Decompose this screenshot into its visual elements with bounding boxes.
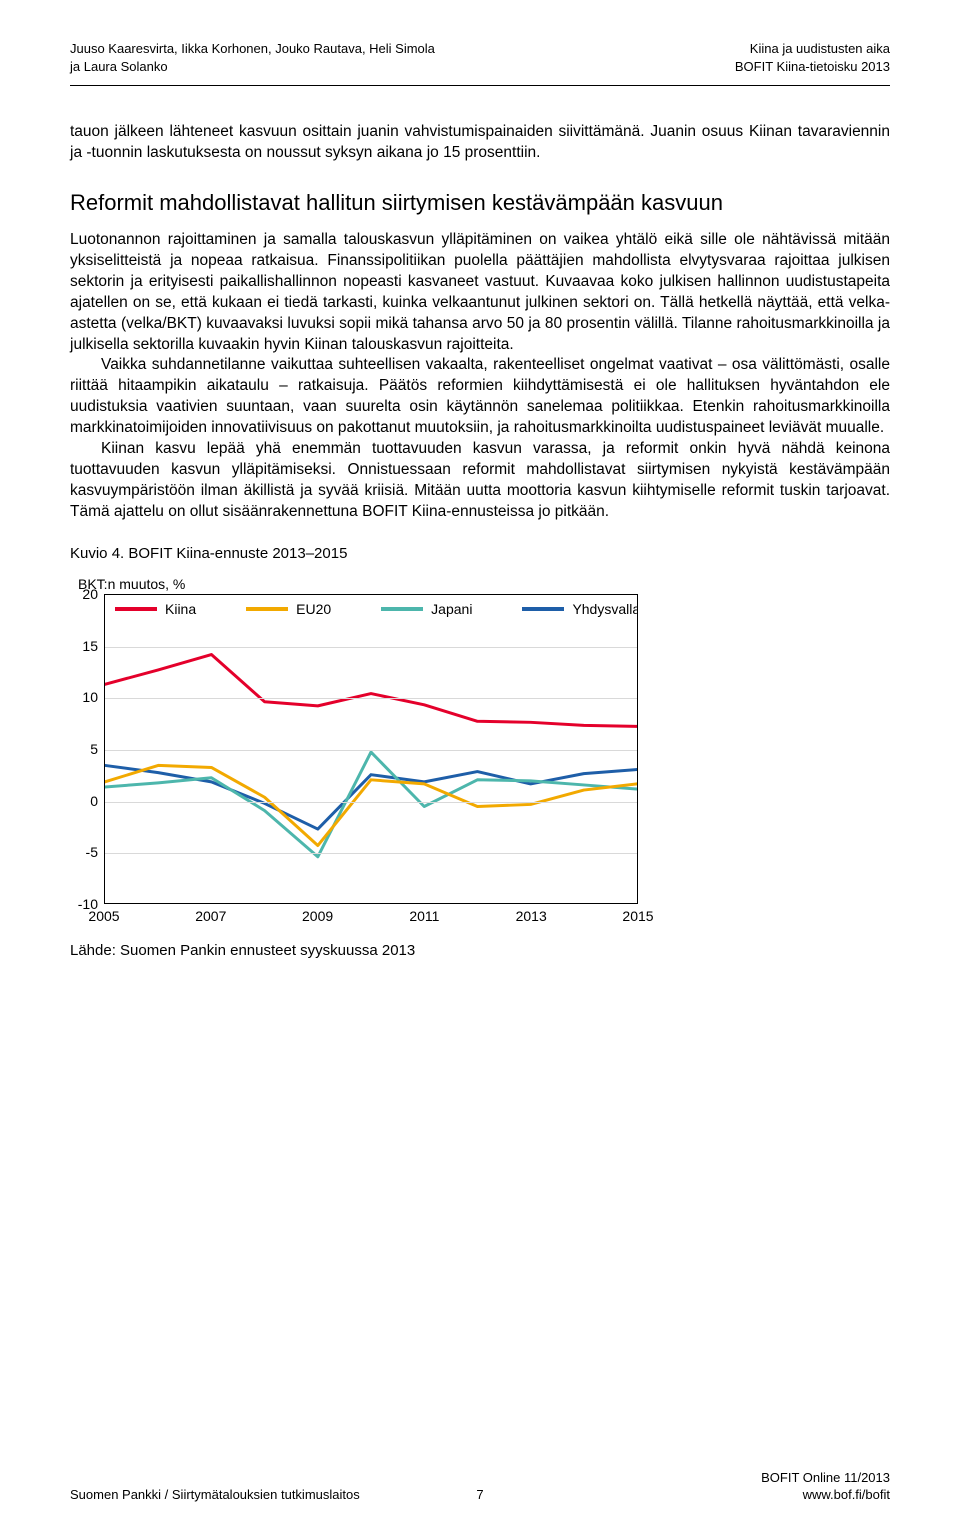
section-body: Luotonannon rajoittaminen ja samalla tal… [70,230,890,523]
y-tick-label: 20 [82,586,98,602]
x-axis-labels: 200520072009201120132015 [104,908,638,928]
y-tick-label: 15 [82,638,98,654]
body-text: tauon jälkeen lähteneet kasvuun osittain… [70,122,890,164]
header-divider [70,85,890,86]
page-footer: Suomen Pankki / Siirtymätalouksien tutki… [70,1469,890,1504]
x-tick-label: 2013 [516,908,547,924]
x-tick-label: 2015 [622,908,653,924]
y-tick-label: 0 [90,793,98,809]
y-tick-label: -5 [86,844,98,860]
page-header: Juuso Kaaresvirta, Iikka Korhonen, Jouko… [70,40,890,75]
gridline [105,802,637,803]
y-tick-label: 5 [90,741,98,757]
page-number: 7 [476,1486,483,1504]
y-tick-label: 10 [82,689,98,705]
gridline [105,853,637,854]
gridline [105,647,637,648]
gdp-forecast-chart: BKT:n muutos, % 20151050-5-10 KiinaEU20J… [70,576,638,928]
paragraph-1: Luotonannon rajoittaminen ja samalla tal… [70,230,890,356]
paragraph-3: Kiinan kasvu lepää yhä enemmän tuottavuu… [70,439,890,523]
x-tick-label: 2005 [88,908,119,924]
x-tick-label: 2011 [409,908,439,924]
chart-plot-area: KiinaEU20JapaniYhdysvallat [104,594,638,904]
authors-line-1: Juuso Kaaresvirta, Iikka Korhonen, Jouko… [70,40,435,58]
doc-title-line-1: Kiina ja uudistusten aika [735,40,890,58]
paragraph-2: Vaikka suhdannetilanne vaikuttaa suhteel… [70,355,890,439]
gridline [105,750,637,751]
footer-right-line-1: BOFIT Online 11/2013 [761,1469,890,1487]
header-doc-title: Kiina ja uudistusten aika BOFIT Kiina-ti… [735,40,890,75]
y-axis-labels: 20151050-5-10 [70,594,104,904]
x-tick-label: 2007 [195,908,226,924]
lead-paragraph: tauon jälkeen lähteneet kasvuun osittain… [70,122,890,164]
header-authors: Juuso Kaaresvirta, Iikka Korhonen, Jouko… [70,40,435,75]
series-line [105,654,637,726]
chart-title: Kuvio 4. BOFIT Kiina-ennuste 2013–2015 [70,545,890,562]
footer-right-line-2: www.bof.fi/bofit [761,1486,890,1504]
chart-lines [105,595,637,903]
x-tick-label: 2009 [302,908,333,924]
chart-source: Lähde: Suomen Pankin ennusteet syyskuuss… [70,942,890,959]
doc-title-line-2: BOFIT Kiina-tietoisku 2013 [735,58,890,76]
section-heading: Reformit mahdollistavat hallitun siirtym… [70,190,890,216]
authors-line-2: ja Laura Solanko [70,58,435,76]
y-axis-title: BKT:n muutos, % [78,576,638,592]
gridline [105,698,637,699]
footer-left: Suomen Pankki / Siirtymätalouksien tutki… [70,1486,360,1504]
